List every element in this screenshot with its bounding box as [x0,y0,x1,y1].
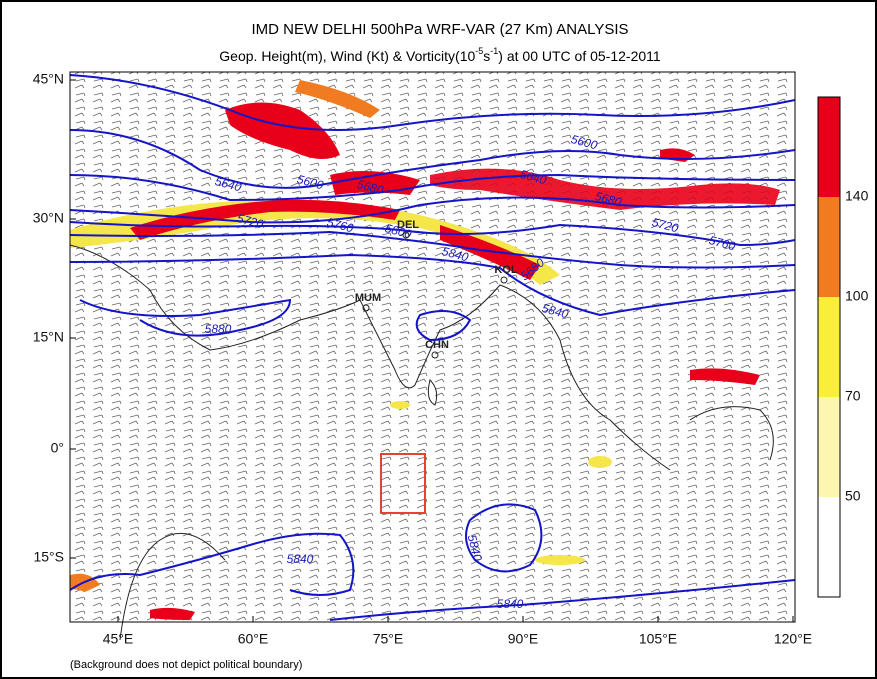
contour-label: 5720 [236,211,266,232]
contour-label: 5880 [205,322,232,336]
map-border [69,71,796,623]
subtitle-sup: -1 [490,46,498,56]
contour-label: 5840 [465,533,486,563]
subtitle-sup: -5 [475,46,483,56]
station-label: MUM [355,292,381,304]
height-contours [69,74,796,621]
vorticity-shading [70,80,780,620]
contour-label: 5720 [651,215,681,236]
contour-label: 5680 [356,177,386,198]
station-marker [500,276,508,284]
color-level [818,297,840,397]
lon-label: 45°E [103,631,134,647]
station-marker [431,351,439,359]
station-label: CHN [425,339,449,351]
lon-label: 75°E [373,631,404,647]
lat-label: 30°N [33,210,64,226]
color-level [818,197,840,297]
lat-label: 15°S [33,549,64,565]
contour-label: 5760 [326,215,356,236]
map-area: 5640 5600 5680 5720 5760 5800 5840 5600 5640 5680… [69,71,796,641]
lat-label: 45°N [33,71,64,87]
colorbar [817,96,841,598]
lat-label: 0° [51,440,64,456]
contour-label: 5680 [594,189,624,210]
color-level [818,397,840,497]
color-level [818,497,840,597]
subtitle-text: Geop. Height(m), Wind (Kt) & Vorticity(1… [219,48,475,64]
lat-label: 15°N [33,329,64,345]
subtitle-text: ) at 00 UTC of 05-12-2011 [498,48,661,64]
contour-label: 5840 [541,301,571,322]
highlight-box [380,453,426,514]
subtitle-text: s [483,48,490,64]
lon-label: 105°E [639,631,677,647]
lon-label: 120°E [774,631,812,647]
contour-label: 5640 [214,174,244,195]
colorbar-label: 50 [845,488,861,504]
contour-label: 5600 [296,172,326,193]
footnote: (Background does not depict political bo… [70,659,302,671]
station-marker [362,304,370,312]
colorbar-label: 140 [845,188,869,204]
lon-label: 90°E [508,631,539,647]
contour-label: 5600 [570,132,600,153]
station-label: DEL [397,219,419,231]
colorbar-label: 70 [845,388,861,404]
colorbar-label: 100 [845,288,869,304]
coastlines [69,244,774,641]
color-level [818,97,840,197]
contour-label: 5840 [441,244,471,265]
map-labels: 5640 5600 5680 5720 5760 5800 5840 5600 5640 5680… [205,132,738,611]
station-marker [402,231,410,239]
contour-label: 5800 [384,221,414,242]
lon-label: 60°E [238,631,269,647]
contour-label: 5640 [519,167,549,188]
subtitle: Geop. Height(m), Wind (Kt) & Vorticity(1… [219,46,661,63]
contour-label: 5840 [497,597,524,611]
contour-label: 5760 [708,233,738,254]
station-label: KOL [494,264,518,276]
title: IMD NEW DELHI 500hPa WRF-VAR (27 Km) ANA… [251,21,628,38]
colorbar-border [817,96,841,598]
contour-label: 5840 [287,552,314,566]
